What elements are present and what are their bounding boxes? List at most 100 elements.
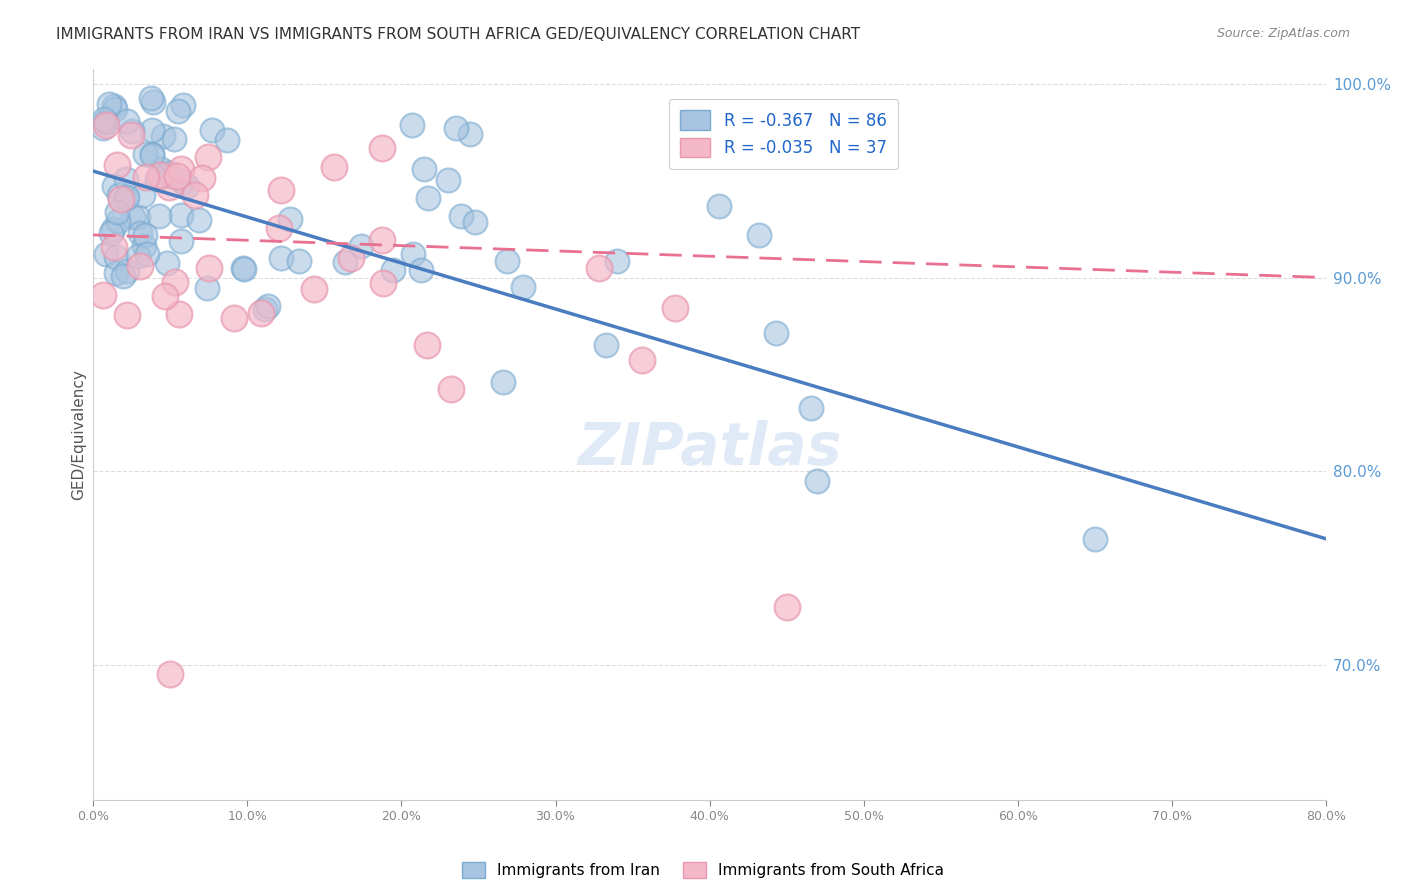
Point	[167, 103, 190, 118]
Point	[176, 179, 198, 194]
Point	[401, 119, 423, 133]
Point	[288, 254, 311, 268]
Point	[129, 259, 152, 273]
Point	[409, 263, 432, 277]
Point	[333, 255, 356, 269]
Point	[91, 121, 114, 136]
Point	[458, 127, 481, 141]
Point	[103, 240, 125, 254]
Point	[170, 161, 193, 176]
Point	[250, 306, 273, 320]
Legend: R = -0.367   N = 86, R = -0.035   N = 37: R = -0.367 N = 86, R = -0.035 N = 37	[669, 99, 898, 169]
Point	[115, 264, 138, 278]
Point	[339, 251, 361, 265]
Point	[94, 247, 117, 261]
Point	[153, 289, 176, 303]
Point	[105, 205, 128, 219]
Point	[322, 160, 344, 174]
Point	[146, 171, 169, 186]
Point	[350, 239, 373, 253]
Point	[254, 302, 277, 317]
Point	[371, 141, 394, 155]
Point	[215, 133, 238, 147]
Point	[157, 180, 180, 194]
Point	[765, 326, 787, 340]
Y-axis label: GED/Equivalency: GED/Equivalency	[72, 369, 86, 500]
Point	[707, 199, 730, 213]
Point	[115, 114, 138, 128]
Point	[1084, 532, 1107, 546]
Point	[121, 124, 143, 138]
Point	[117, 190, 139, 204]
Point	[101, 222, 124, 236]
Point	[270, 183, 292, 197]
Point	[114, 191, 136, 205]
Point	[170, 208, 193, 222]
Point	[141, 148, 163, 162]
Point	[111, 269, 134, 284]
Point	[107, 214, 129, 228]
Point	[401, 246, 423, 260]
Point	[304, 282, 326, 296]
Point	[595, 338, 617, 352]
Point	[170, 235, 193, 249]
Point	[198, 261, 221, 276]
Point	[630, 352, 652, 367]
Point	[444, 121, 467, 136]
Point	[108, 187, 131, 202]
Point	[184, 188, 207, 202]
Point	[172, 175, 194, 189]
Point	[104, 102, 127, 116]
Point	[160, 169, 183, 184]
Text: IMMIGRANTS FROM IRAN VS IMMIGRANTS FROM SOUTH AFRICA GED/EQUIVALENCY CORRELATION: IMMIGRANTS FROM IRAN VS IMMIGRANTS FROM …	[56, 27, 860, 42]
Point	[93, 112, 115, 127]
Point	[115, 308, 138, 322]
Point	[464, 214, 486, 228]
Point	[440, 383, 463, 397]
Point	[157, 166, 180, 180]
Point	[197, 281, 219, 295]
Point	[187, 213, 209, 227]
Point	[165, 275, 187, 289]
Point	[127, 249, 149, 263]
Point	[141, 147, 163, 161]
Point	[381, 263, 404, 277]
Point	[371, 276, 394, 290]
Point	[135, 170, 157, 185]
Point	[166, 169, 188, 184]
Point	[172, 97, 194, 112]
Point	[105, 266, 128, 280]
Point	[800, 401, 823, 415]
Point	[436, 173, 458, 187]
Point	[94, 114, 117, 128]
Point	[114, 172, 136, 186]
Point	[278, 211, 301, 226]
Point	[94, 118, 117, 132]
Text: ZIPatlas: ZIPatlas	[578, 420, 842, 477]
Point	[270, 251, 292, 265]
Point	[128, 226, 150, 240]
Point	[159, 667, 181, 681]
Point	[120, 128, 142, 143]
Point	[748, 228, 770, 243]
Point	[588, 260, 610, 275]
Point	[163, 132, 186, 146]
Point	[134, 239, 156, 253]
Point	[776, 599, 799, 614]
Point	[371, 233, 394, 247]
Point	[152, 129, 174, 144]
Point	[418, 191, 440, 205]
Point	[149, 161, 172, 176]
Point	[149, 168, 172, 182]
Point	[806, 474, 828, 488]
Point	[200, 123, 222, 137]
Point	[100, 227, 122, 241]
Point	[232, 262, 254, 277]
Point	[96, 115, 118, 129]
Point	[197, 150, 219, 164]
Point	[664, 301, 686, 315]
Point	[492, 375, 515, 389]
Point	[91, 287, 114, 301]
Point	[98, 97, 121, 112]
Point	[269, 220, 291, 235]
